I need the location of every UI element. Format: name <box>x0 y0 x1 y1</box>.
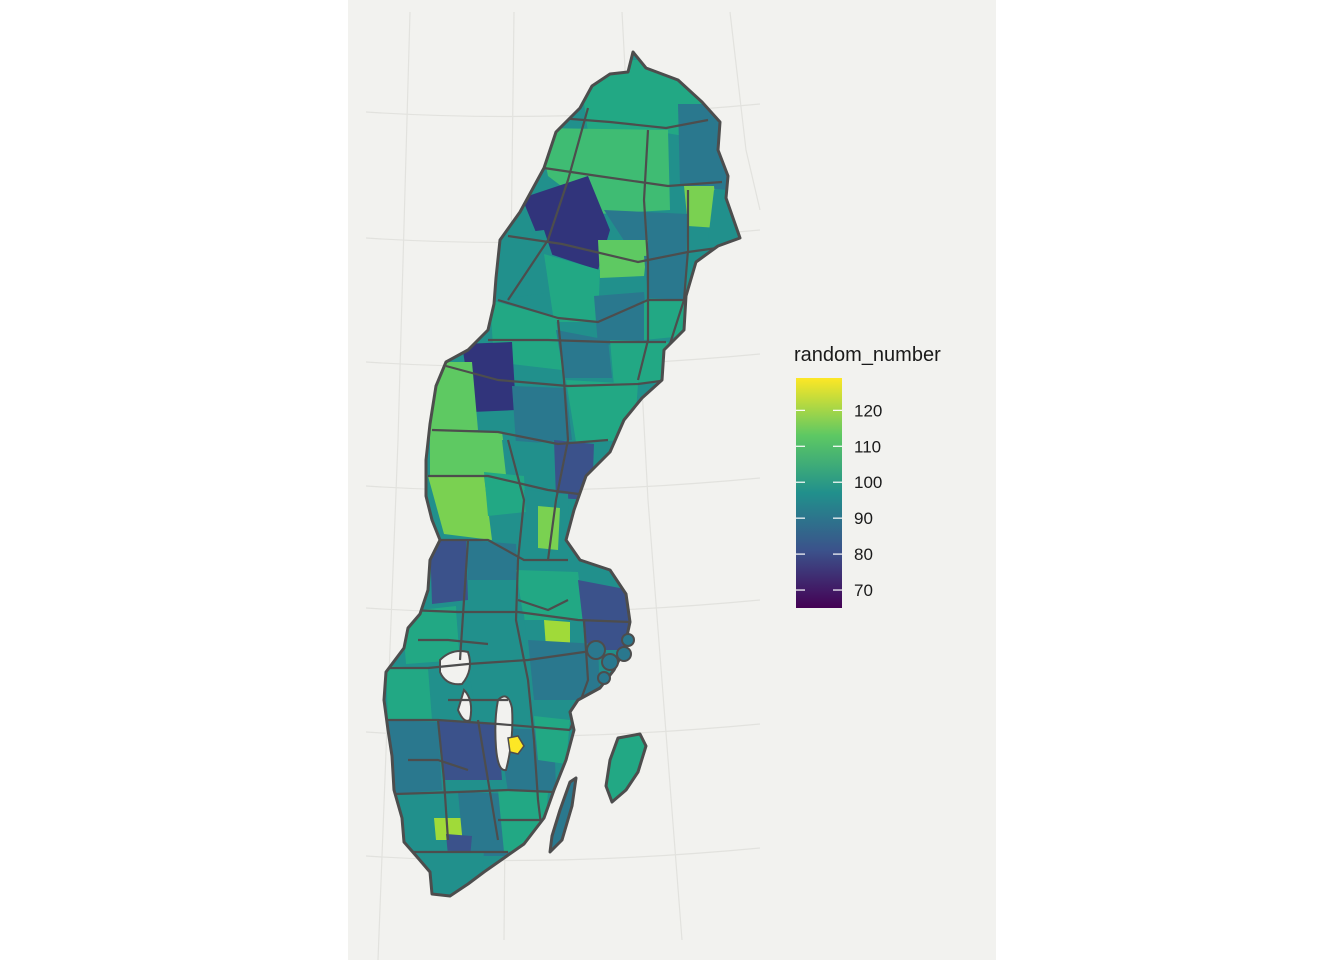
color-legend: random_number 70 80 90 100 110 120 <box>794 344 1016 624</box>
municipality-region <box>516 570 584 620</box>
legend-scale: 70 80 90 100 110 120 <box>796 378 882 608</box>
gotland-island <box>604 732 648 804</box>
legend-tick-label: 110 <box>854 437 881 456</box>
municipality-region <box>528 640 600 700</box>
municipality-region <box>402 606 460 664</box>
municipality-region <box>512 386 572 444</box>
legend-ticks: 70 80 90 100 110 120 <box>796 401 882 600</box>
municipality-region <box>386 666 432 722</box>
municipality-region <box>438 720 502 780</box>
legend-colorbar <box>796 378 842 608</box>
municipality-region <box>496 230 564 300</box>
legend-tick-label: 90 <box>854 509 873 528</box>
municipality-region <box>466 540 518 580</box>
municipality-region <box>578 580 634 650</box>
stockholm-archipelago <box>586 633 635 685</box>
lake-vanern <box>439 650 471 686</box>
municipality-region <box>428 362 478 432</box>
sweden-map <box>365 11 761 960</box>
municipality-region <box>538 506 560 550</box>
municipality-region <box>534 716 570 764</box>
municipality-region <box>484 472 526 516</box>
legend-tick-label: 120 <box>854 401 882 420</box>
oland-island <box>548 776 578 854</box>
legend-tick-label: 100 <box>854 473 882 492</box>
municipality-region <box>428 476 492 540</box>
municipality-region <box>544 254 600 322</box>
municipality-region <box>644 300 688 340</box>
municipality-region <box>430 540 468 604</box>
municipality-region <box>544 620 570 648</box>
municipality-region <box>468 664 530 724</box>
municipality-regions <box>386 60 740 896</box>
municipality-region <box>566 380 638 442</box>
lake-vattern <box>494 695 514 772</box>
sweden-mainland <box>382 50 742 898</box>
lake-vanern-south <box>456 688 473 722</box>
municipality-region <box>388 720 442 794</box>
municipality-region <box>684 186 718 228</box>
municipality-region <box>610 340 668 386</box>
highest-value-municipality <box>507 735 525 755</box>
municipality-borders <box>388 107 733 854</box>
legend-tick-label: 70 <box>854 581 873 600</box>
municipality-region <box>456 610 528 662</box>
legend-tick-label: 80 <box>854 545 873 564</box>
municipality-region <box>644 254 688 300</box>
municipality-region <box>678 104 728 190</box>
municipality-region <box>430 430 508 478</box>
legend-title: random_number <box>794 344 941 366</box>
